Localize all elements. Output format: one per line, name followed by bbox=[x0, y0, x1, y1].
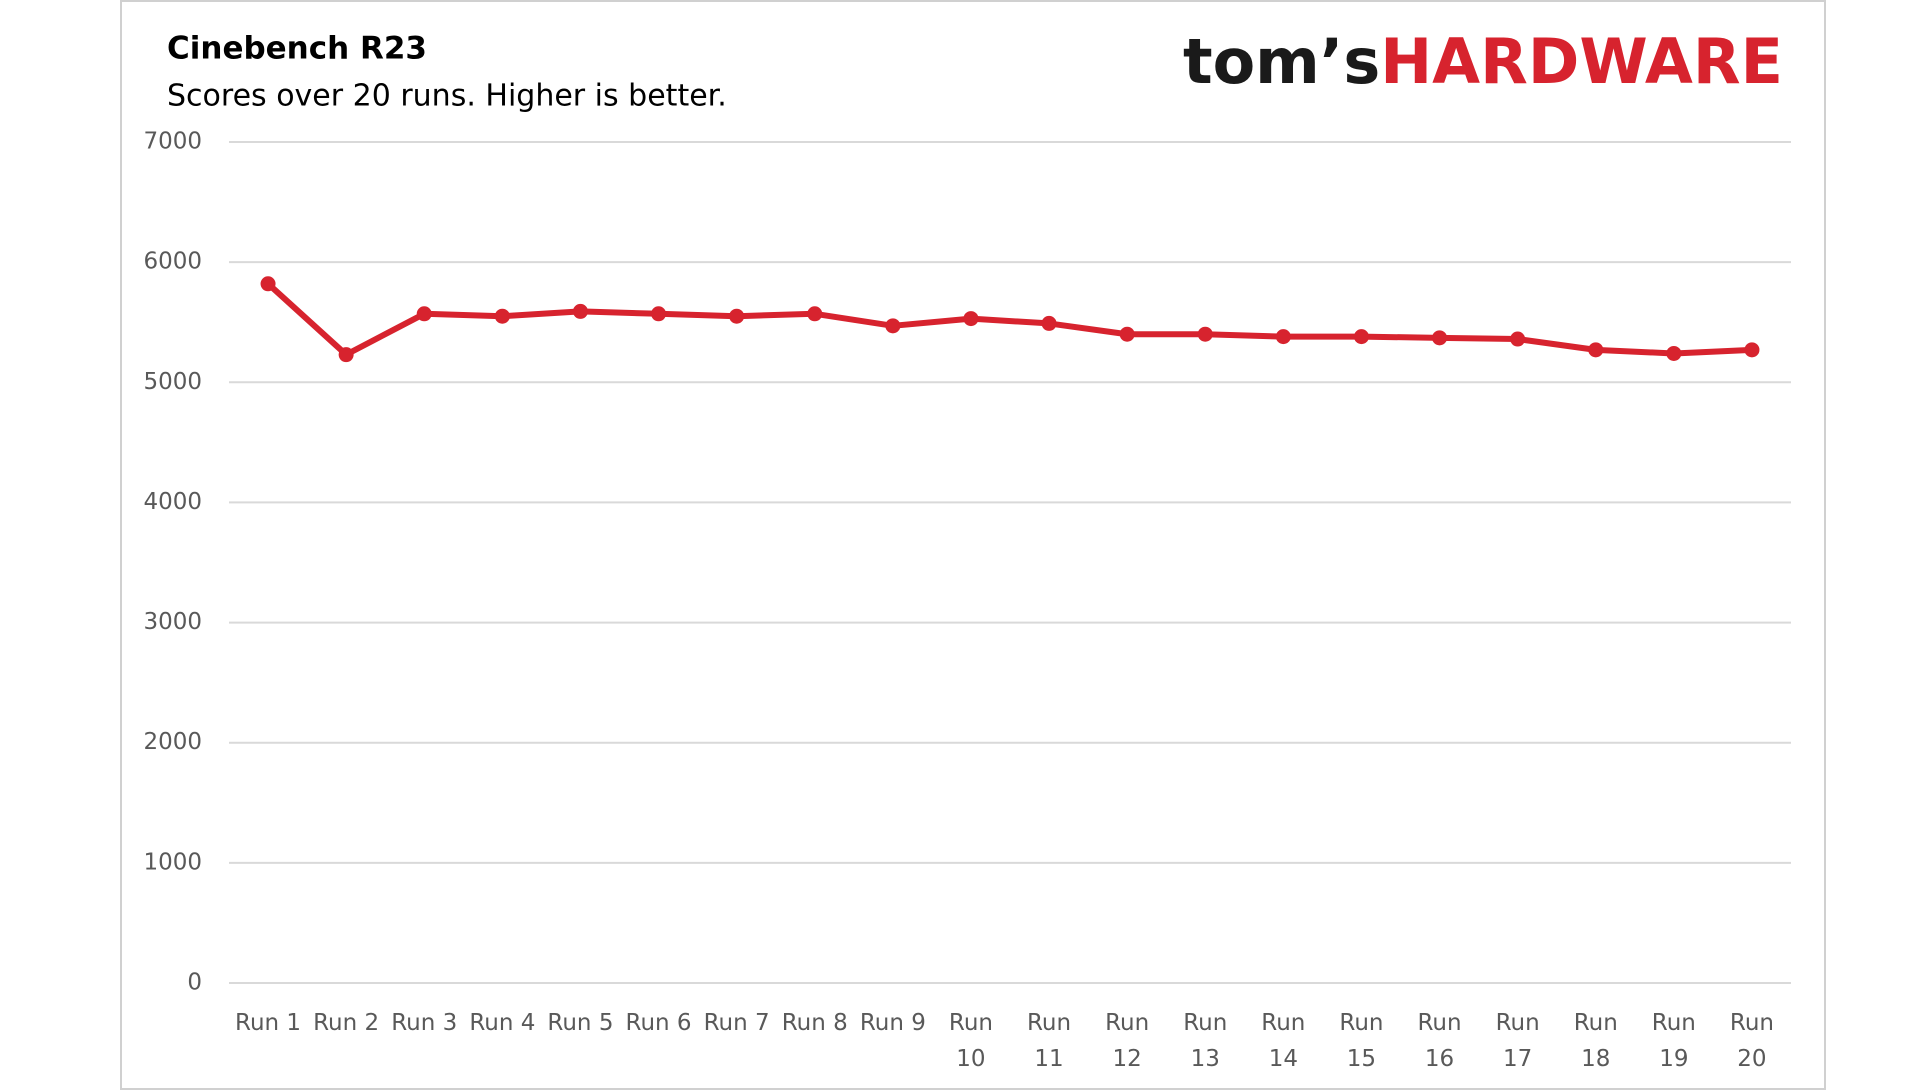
marker bbox=[1197, 326, 1213, 342]
x-tick-label: Run 10 bbox=[948, 1010, 993, 1072]
x-tick-label: Run 16 bbox=[1417, 1010, 1462, 1072]
marker bbox=[1666, 345, 1682, 361]
marker bbox=[885, 318, 901, 334]
chart-title: Cinebench R23 bbox=[167, 31, 427, 67]
marker bbox=[416, 306, 432, 322]
marker bbox=[494, 308, 510, 324]
marker bbox=[260, 276, 276, 292]
x-tick-label: Run 9 bbox=[859, 1010, 926, 1036]
x-tick-label: Run 8 bbox=[781, 1010, 848, 1036]
marker bbox=[1275, 329, 1291, 345]
x-tick-label: Run 7 bbox=[703, 1010, 770, 1036]
x-tick-label: Run 4 bbox=[469, 1010, 536, 1036]
x-tick-label: Run 11 bbox=[1026, 1010, 1072, 1072]
marker bbox=[572, 303, 588, 319]
y-tick-label: 5000 bbox=[143, 369, 202, 395]
x-tick-label: Run 19 bbox=[1651, 1010, 1696, 1072]
y-tick-label: 3000 bbox=[143, 609, 202, 635]
chart-subtitle: Scores over 20 runs. Higher is better. bbox=[167, 79, 727, 114]
y-tick-label: 2000 bbox=[143, 729, 202, 755]
x-tick-label: Run 13 bbox=[1183, 1010, 1228, 1072]
marker bbox=[338, 347, 354, 363]
brand-prefix: tom’s bbox=[1183, 25, 1380, 98]
x-tick-label: Run 1 bbox=[235, 1010, 302, 1036]
marker bbox=[807, 306, 823, 322]
marker bbox=[1119, 326, 1135, 342]
x-tick-label: Run 6 bbox=[625, 1010, 692, 1036]
x-tick-label: Run 17 bbox=[1495, 1010, 1540, 1072]
line bbox=[266, 281, 1753, 358]
y-tick-label: 0 bbox=[187, 970, 202, 996]
marker bbox=[1744, 342, 1760, 358]
brand-name: HARDWARE bbox=[1380, 25, 1783, 98]
y-tick-label: 7000 bbox=[143, 129, 202, 155]
marker bbox=[729, 308, 745, 324]
x-tick-label: Run 18 bbox=[1573, 1010, 1618, 1072]
marker bbox=[1041, 315, 1057, 331]
x-tick-label: Run 20 bbox=[1729, 1010, 1774, 1072]
marker bbox=[963, 311, 979, 327]
x-tick-label: Run 14 bbox=[1261, 1010, 1306, 1072]
marker bbox=[651, 306, 667, 322]
marker bbox=[1353, 329, 1369, 345]
x-tick-label: Run 15 bbox=[1339, 1010, 1384, 1072]
x-tick-label: Run 3 bbox=[391, 1010, 458, 1036]
marker bbox=[1588, 342, 1604, 358]
y-tick-label: 1000 bbox=[143, 849, 202, 875]
x-tick-label: Run 2 bbox=[313, 1010, 380, 1036]
marker bbox=[1510, 331, 1526, 347]
x-tick-label: Run 5 bbox=[547, 1010, 614, 1036]
marker bbox=[1432, 330, 1448, 346]
y-tick-label: 6000 bbox=[143, 249, 202, 275]
y-tick-label: 4000 bbox=[143, 489, 202, 515]
x-tick-label: Run 12 bbox=[1105, 1010, 1150, 1072]
brand-logo: tom’sHARDWARE bbox=[1183, 25, 1783, 98]
